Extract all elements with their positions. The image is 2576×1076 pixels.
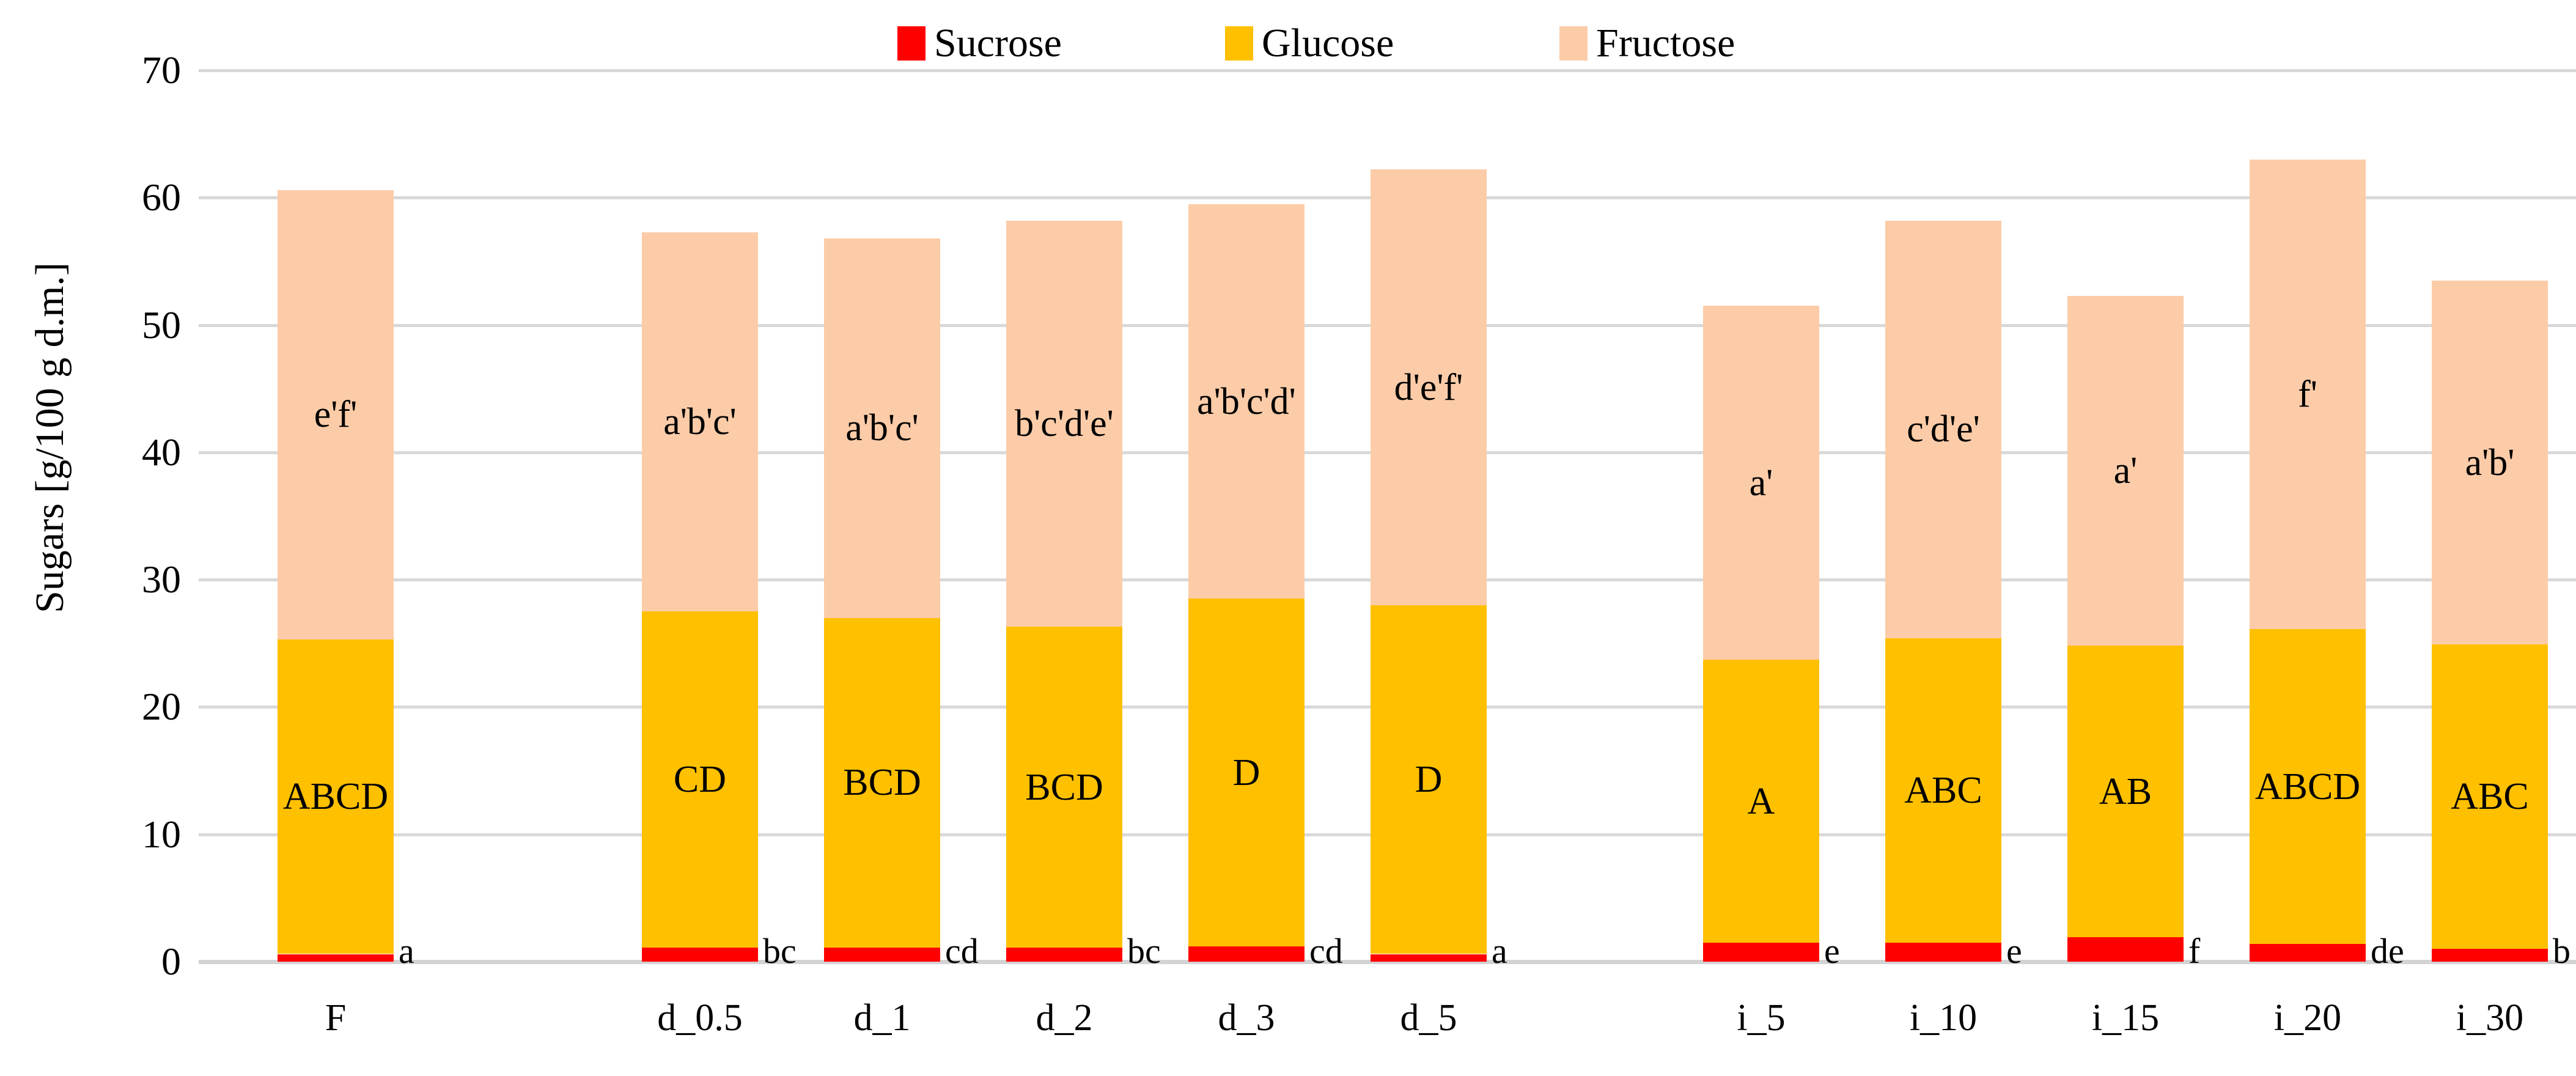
significance-letter-glucose: D xyxy=(1232,751,1260,794)
significance-letter-fructose: c'd'e' xyxy=(1907,408,1980,451)
bar-segment-glucose-F xyxy=(278,639,394,954)
category-label-i_30: i_30 xyxy=(2456,997,2524,1039)
category-label-F: F xyxy=(325,997,347,1039)
bar-segment-sucrose-i_5 xyxy=(1703,942,1819,962)
significance-letter-fructose: a' xyxy=(2113,450,2138,492)
significance-letter-fructose: d'e'f' xyxy=(1394,366,1463,408)
y-tick-label: 0 xyxy=(161,940,181,983)
bar-segment-fructose-F xyxy=(278,190,394,640)
significance-letter-glucose: A xyxy=(1747,780,1775,822)
bar-segment-glucose-d_5 xyxy=(1371,605,1487,954)
significance-letter-sucrose: cd xyxy=(1309,931,1343,971)
significance-letter-sucrose: a xyxy=(1492,931,1507,971)
bar-segment-sucrose-d_0.5 xyxy=(642,948,758,962)
x-axis-line xyxy=(199,960,2576,964)
significance-letter-fructose: a'b' xyxy=(2465,441,2515,484)
significance-letter-glucose: AB xyxy=(2099,770,2152,813)
significance-letter-glucose: ABC xyxy=(2451,776,2529,818)
significance-letter-glucose: BCD xyxy=(843,762,921,804)
bar-segment-glucose-i_15 xyxy=(2067,646,2184,938)
significance-letter-fructose: b'c'd'e' xyxy=(1015,402,1114,444)
category-label-i_15: i_15 xyxy=(2091,997,2160,1039)
bar-segment-glucose-i_5 xyxy=(1703,660,1819,943)
y-tick-label: 30 xyxy=(142,558,181,602)
bar-segment-fructose-d_1 xyxy=(824,238,940,618)
significance-letter-fructose: a' xyxy=(1749,462,1773,504)
legend-swatch-glucose xyxy=(1225,26,1253,61)
gridline xyxy=(199,69,2576,72)
y-tick-label: 40 xyxy=(142,430,181,474)
bar-segment-fructose-i_15 xyxy=(2067,295,2184,646)
bar-segment-fructose-d_5 xyxy=(1371,169,1487,605)
legend-item-sucrose: Sucrose xyxy=(897,22,1062,65)
significance-letter-sucrose: e xyxy=(1824,931,1840,971)
category-label-d_5: d_5 xyxy=(1400,997,1457,1039)
category-label-d_1: d_1 xyxy=(853,997,911,1039)
significance-letter-glucose: D xyxy=(1415,759,1443,801)
legend-label-glucose: Glucose xyxy=(1262,21,1394,65)
legend-swatch-fructose xyxy=(1559,26,1588,61)
y-tick-label: 70 xyxy=(142,48,181,92)
bar-segment-sucrose-i_20 xyxy=(2250,943,2366,962)
bar-segment-sucrose-i_15 xyxy=(2067,937,2184,962)
significance-letter-sucrose: cd xyxy=(945,931,979,971)
significance-letter-fructose: e'f' xyxy=(314,394,358,436)
bar-segment-glucose-d_1 xyxy=(824,617,940,948)
significance-letter-fructose: a'b'c' xyxy=(845,407,919,449)
legend-item-glucose: Glucose xyxy=(1225,22,1394,65)
category-label-i_20: i_20 xyxy=(2273,997,2342,1039)
bar-segment-fructose-i_30 xyxy=(2432,280,2548,645)
bar-segment-sucrose-d_2 xyxy=(1006,948,1122,962)
y-tick-label: 60 xyxy=(142,175,181,219)
legend-label-sucrose: Sucrose xyxy=(934,21,1062,65)
significance-letter-fructose: f' xyxy=(2298,374,2317,416)
significance-letter-sucrose: bc xyxy=(763,931,797,971)
significance-letter-fructose: a'b'c' xyxy=(663,400,737,443)
y-tick-label: 50 xyxy=(142,303,181,347)
category-label-d_0.5: d_0.5 xyxy=(657,997,743,1039)
bar-segment-glucose-i_20 xyxy=(2250,629,2366,944)
bar-segment-sucrose-i_10 xyxy=(1885,942,2001,962)
bar-segment-sucrose-d_1 xyxy=(824,948,940,962)
significance-letter-sucrose: bc xyxy=(1127,931,1161,971)
bar-segment-fructose-i_10 xyxy=(1885,220,2001,638)
bar-segment-glucose-i_30 xyxy=(2432,644,2548,949)
category-label-d_2: d_2 xyxy=(1036,997,1093,1039)
legend-item-fructose: Fructose xyxy=(1559,22,1735,65)
significance-letter-sucrose: f xyxy=(2188,931,2201,971)
y-tick-label: 20 xyxy=(142,685,181,729)
bar-segment-glucose-d_3 xyxy=(1188,599,1305,946)
bar-segment-glucose-d_0.5 xyxy=(642,611,758,948)
significance-letter-sucrose: de xyxy=(2371,931,2404,971)
bar-segment-fructose-d_3 xyxy=(1188,204,1305,599)
bar-segment-glucose-d_2 xyxy=(1006,627,1122,948)
significance-letter-sucrose: a xyxy=(399,931,414,971)
significance-letter-glucose: ABCD xyxy=(282,776,389,818)
bar-segment-fructose-i_20 xyxy=(2250,159,2366,630)
significance-letter-sucrose: b xyxy=(2553,931,2570,971)
significance-letter-glucose: ABCD xyxy=(2254,765,2361,808)
bar-segment-sucrose-d_5 xyxy=(1371,954,1487,962)
bar-segment-sucrose-F xyxy=(278,954,394,962)
bar-segment-fructose-i_5 xyxy=(1703,306,1819,660)
bar-segment-sucrose-i_30 xyxy=(2432,949,2548,962)
bar-segment-fructose-d_2 xyxy=(1006,220,1122,627)
significance-letter-glucose: BCD xyxy=(1025,766,1103,808)
bar-segment-glucose-i_10 xyxy=(1885,638,2001,943)
category-label-d_3: d_3 xyxy=(1218,997,1275,1039)
significance-letter-sucrose: e xyxy=(2006,931,2022,971)
bar-segment-sucrose-d_3 xyxy=(1188,946,1305,962)
legend-label-fructose: Fructose xyxy=(1596,21,1735,65)
bar-segment-fructose-d_0.5 xyxy=(642,232,758,612)
significance-letter-glucose: ABC xyxy=(1904,769,1982,811)
category-label-i_10: i_10 xyxy=(1909,997,1978,1039)
y-tick-label: 10 xyxy=(142,812,181,856)
category-label-i_5: i_5 xyxy=(1737,997,1786,1039)
significance-letter-fructose: a'b'c'd' xyxy=(1197,380,1296,422)
significance-letter-glucose: CD xyxy=(673,759,727,801)
legend-swatch-sucrose xyxy=(897,26,926,61)
